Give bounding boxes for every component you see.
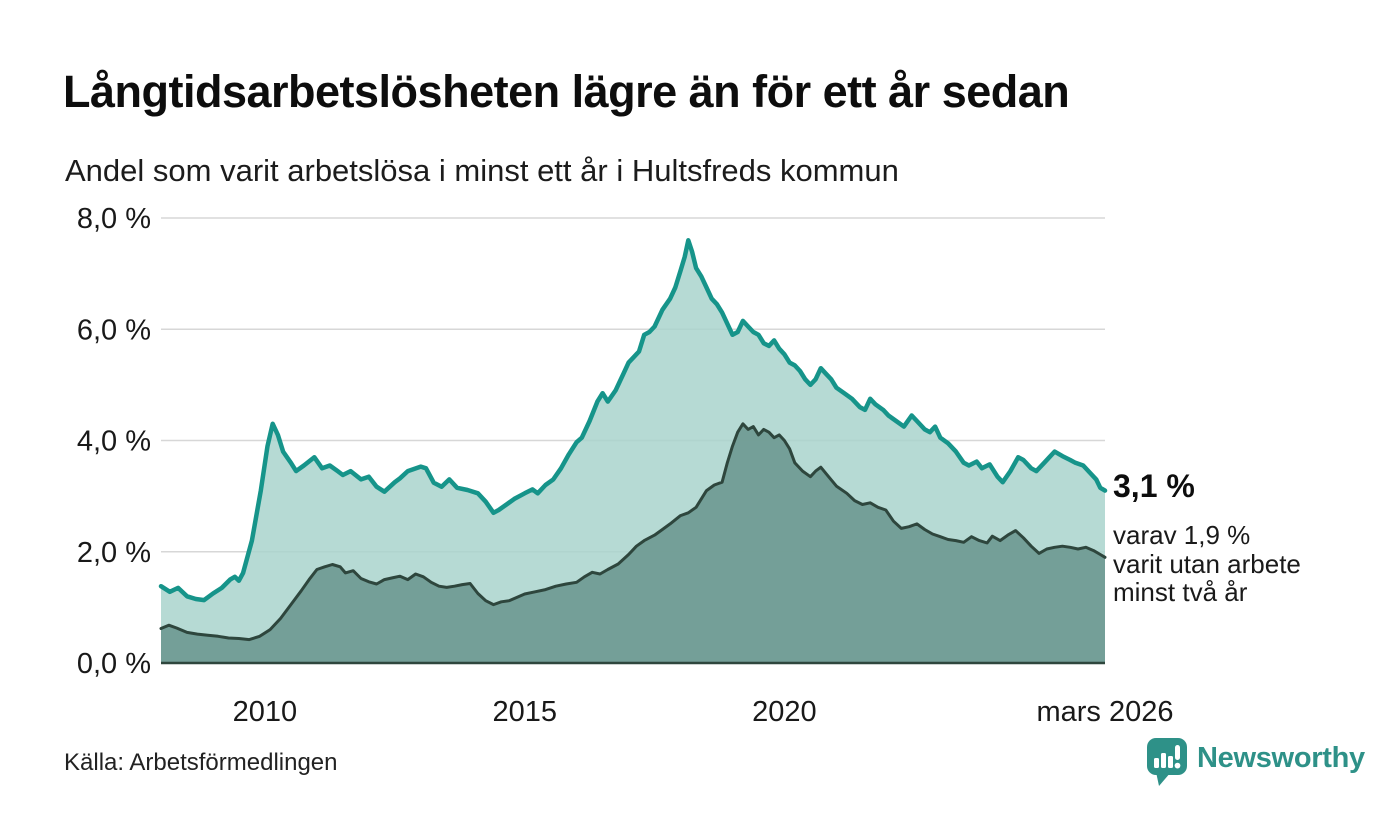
line-unemployed-one-year xyxy=(158,238,1108,603)
annotation-line: minst två år xyxy=(1113,577,1248,607)
annotation-line: varav 1,9 % xyxy=(1113,520,1251,550)
latest-value-detail: varav 1,9 % varit utan arbete minst två … xyxy=(1113,521,1353,607)
y-tick-label: 0,0 % xyxy=(77,648,151,680)
y-tick-label: 4,0 % xyxy=(77,426,151,458)
x-tick-label: 2010 xyxy=(233,696,298,728)
newsworthy-wordmark: Newsworthy xyxy=(1197,742,1365,774)
latest-value-annotation: 3,1 % varav 1,9 % varit utan arbete mins… xyxy=(1113,468,1353,607)
x-tick-label: 2015 xyxy=(492,696,557,728)
source-note: Källa: Arbetsförmedlingen xyxy=(64,749,338,776)
x-tick-label: mars 2026 xyxy=(1036,696,1173,728)
y-tick-label: 2,0 % xyxy=(77,537,151,569)
line-unemployed-two-years xyxy=(159,422,1107,642)
y-tick-label: 8,0 % xyxy=(77,203,151,235)
chart-subtitle: Andel som varit arbetslösa i minst ett å… xyxy=(65,153,899,188)
y-tick-label: 6,0 % xyxy=(77,314,151,346)
annotation-line: varit utan arbete xyxy=(1113,548,1301,579)
area-unemployed-two-years xyxy=(161,423,1105,663)
newsworthy-speech-bubble-chart-icon xyxy=(1146,737,1188,792)
x-tick-label: 2020 xyxy=(752,696,817,728)
latest-value-label: 3,1 % xyxy=(1113,468,1195,504)
newsworthy-brand: Newsworthy xyxy=(1146,737,1365,787)
page-title: Långtidsarbetslösheten lägre än för ett … xyxy=(63,66,1070,117)
